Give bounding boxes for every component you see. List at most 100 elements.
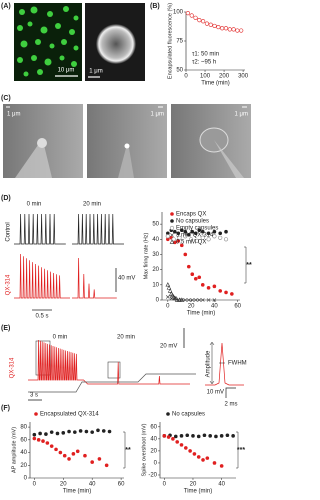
data-point	[196, 434, 201, 439]
scale-label: 1 μm	[151, 112, 164, 118]
legend-marker	[170, 233, 174, 237]
image-dic: 1 μm 1 μm 1 μm	[3, 104, 251, 178]
data-point	[186, 232, 191, 237]
data-point	[38, 431, 42, 436]
panel-label: (E)	[1, 325, 10, 332]
data-point	[190, 298, 195, 302]
legend-marker	[34, 412, 38, 416]
y-tick-label: 0	[154, 461, 158, 467]
data-point	[165, 282, 171, 287]
data-point	[176, 231, 181, 236]
data-point	[214, 434, 218, 439]
data-point	[175, 440, 180, 444]
legend-label: No capsules	[172, 412, 205, 418]
fwhm-label: FWHM	[228, 361, 247, 367]
panel-label: (D)	[1, 195, 11, 202]
legend-label: No capsules	[176, 219, 209, 225]
data-point	[191, 434, 195, 438]
data-point	[212, 229, 217, 234]
data-point	[183, 229, 188, 234]
data-point	[179, 297, 185, 302]
data-point	[218, 235, 223, 240]
data-point	[223, 26, 229, 31]
x-tick-label: 60	[118, 482, 125, 488]
data-point	[166, 285, 172, 290]
data-point	[218, 231, 223, 236]
significance-bracket	[244, 246, 247, 284]
x-axis-label: Time (min)	[201, 81, 229, 87]
data-point	[212, 234, 217, 239]
panel-label: (C)	[1, 95, 11, 102]
data-point	[194, 238, 200, 243]
data-point	[184, 446, 188, 450]
data-point	[107, 429, 112, 434]
legend-marker	[169, 225, 175, 231]
panel-label: (B)	[150, 3, 160, 10]
data-point	[200, 229, 205, 234]
data-point	[173, 229, 177, 234]
data-point	[177, 297, 182, 302]
data-point	[186, 264, 191, 269]
data-point	[231, 27, 236, 32]
annotation: τ2: ~95 h	[192, 60, 216, 66]
data-point	[167, 288, 173, 293]
data-point	[193, 276, 198, 281]
trace-time: 20 min	[83, 202, 101, 208]
data-point	[227, 27, 232, 32]
y-tick-label: 30	[152, 252, 159, 258]
data-point	[67, 429, 71, 434]
data-point	[185, 11, 191, 16]
x-tick-label: 40	[211, 304, 218, 310]
legend-marker	[169, 239, 175, 244]
image-green: 10 μm	[14, 3, 82, 81]
data-point	[201, 458, 205, 462]
x-tick-label: 100	[200, 74, 211, 80]
data-point	[206, 298, 211, 302]
data-point	[200, 298, 205, 302]
data-point	[55, 431, 60, 436]
x-tick-label: 40	[89, 482, 96, 488]
data-point	[190, 229, 195, 234]
data-point	[188, 449, 192, 453]
y-tick-label: 0	[24, 476, 28, 482]
data-point	[186, 298, 191, 302]
y-tick-label: 60	[150, 424, 157, 430]
y-tick-label: 0	[156, 298, 160, 304]
data-point	[204, 21, 210, 26]
data-point	[179, 298, 184, 302]
data-point	[205, 456, 210, 460]
data-point	[201, 19, 206, 24]
y-tick-label: 40	[20, 450, 27, 456]
x-tick-label: 20	[188, 304, 195, 310]
data-point	[61, 431, 66, 435]
scale-label: 10 mV	[207, 390, 224, 396]
data-point	[239, 28, 244, 33]
data-point	[166, 295, 170, 299]
scale-label: 10 μm	[58, 68, 75, 74]
fwhm-label: Amplitude	[206, 350, 212, 377]
data-point	[206, 231, 211, 236]
trace-label: QX-314	[10, 357, 16, 378]
x-tick-label: 0	[163, 482, 167, 488]
scale-label: 40 mV	[118, 276, 135, 282]
y-axis-label: AP amplitude (mV)	[11, 427, 17, 473]
x-tick-label: 300	[238, 74, 249, 80]
data-point	[193, 231, 198, 236]
data-point	[49, 444, 54, 448]
y-tick-label: 40	[150, 436, 157, 442]
data-point	[212, 461, 217, 465]
legend-marker	[170, 212, 174, 216]
y-tick-label: 50	[152, 222, 159, 228]
panel-label: (A)	[1, 3, 11, 10]
axis	[159, 422, 236, 479]
significance-bracket	[123, 431, 126, 469]
data-point	[104, 463, 109, 468]
x-axis-label: Time (min)	[184, 489, 212, 495]
data-point	[224, 290, 228, 295]
data-point	[197, 228, 202, 233]
y-tick-label: 20	[152, 267, 159, 273]
data-point	[190, 272, 195, 277]
x-axis-label: Time (min)	[187, 311, 215, 317]
data-point	[208, 434, 212, 438]
